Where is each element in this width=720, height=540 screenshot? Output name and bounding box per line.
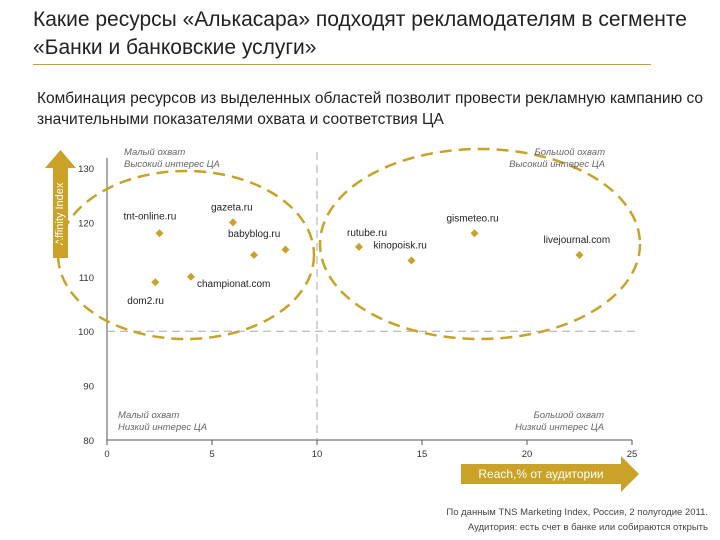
data-point: [155, 229, 164, 238]
data-point: [407, 256, 416, 265]
x-tick-label: 15: [417, 449, 428, 460]
quadrant-bottom-right-line2: Низкий интерес ЦА: [515, 422, 604, 433]
data-point-label: gazeta.ru: [211, 202, 253, 213]
page-title: Какие ресурсы «Алькасара» подходят рекла…: [33, 8, 687, 59]
data-point: [575, 251, 584, 260]
data-point: [151, 278, 160, 287]
data-point: [250, 251, 258, 260]
data-point-label: kinopoisk.ru: [374, 240, 427, 251]
y-tick-label: 80: [83, 436, 94, 447]
x-tick-label: 0: [104, 449, 109, 460]
quadrant-bottom-left-line2: Низкий интерес ЦА: [118, 422, 207, 433]
y-tick-label: 90: [83, 382, 94, 393]
highlight-ellipse-left: [56, 169, 316, 341]
x-tick-label: 25: [627, 449, 638, 460]
y-axis-label: Affinity Index: [54, 182, 66, 245]
source-note: По данным TNS Marketing Index, Россия, 2…: [446, 505, 708, 535]
title-divider: [33, 64, 651, 65]
data-point-label: championat.com: [197, 279, 270, 290]
x-tick-label: 5: [209, 449, 214, 460]
y-tick-label: 130: [78, 164, 94, 175]
data-point: [187, 272, 195, 281]
y-axis-label-arrow: [45, 150, 76, 258]
data-point: [355, 242, 363, 251]
highlight-ellipse-right: [318, 147, 642, 341]
data-point-label: dom2.ru: [127, 296, 164, 307]
x-axis-label: Reach,% от аудитории: [478, 467, 603, 481]
y-tick-label: 120: [78, 218, 94, 229]
data-point-label: livejournal.com: [544, 235, 611, 246]
quadrant-top-left-line1: Малый охват: [124, 147, 185, 158]
x-axis-label-arrow: [461, 456, 639, 492]
quadrant-top-left-line2: Высокий интерес ЦА: [124, 159, 220, 170]
data-point: [281, 245, 290, 254]
data-point: [229, 218, 237, 227]
y-tick-label: 110: [79, 273, 94, 284]
x-tick-label: 20: [522, 449, 533, 460]
x-tick-label: 10: [312, 449, 323, 460]
quadrant-bottom-right-line1: Большой охват: [534, 410, 605, 421]
data-point-label: rutube.ru: [347, 228, 387, 239]
y-tick-label: 100: [78, 327, 94, 338]
quadrant-top-right-line2: Высокий интерес ЦА: [509, 159, 605, 170]
page-subtitle: Комбинация ресурсов из выделенных област…: [37, 90, 704, 128]
data-point-label: babyblog.ru: [228, 229, 280, 240]
quadrant-top-right-line1: Большой охват: [535, 147, 606, 158]
data-point-label: gismeteo.ru: [447, 213, 499, 224]
data-point-label: tnt-online.ru: [124, 211, 177, 222]
quadrant-bottom-left-line1: Малый охват: [118, 410, 179, 421]
source-line-2: Аудитория: есть счет в банке или собираю…: [467, 522, 708, 533]
source-line-1: По данным TNS Marketing Index, Россия, 2…: [446, 507, 708, 518]
data-point: [470, 229, 479, 238]
